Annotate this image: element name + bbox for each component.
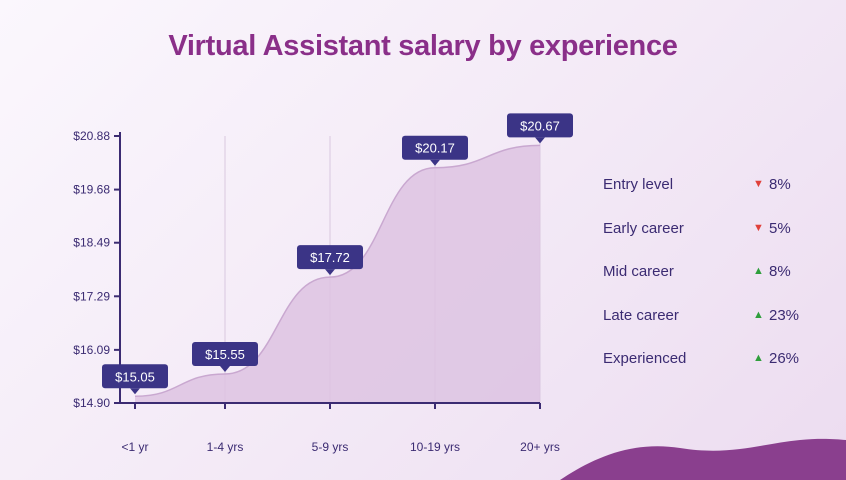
y-tick-label: $16.09 [73,343,110,357]
triangle-up-icon: ▲ [753,265,764,277]
legend-item-label: Late career [603,306,679,324]
data-label-value: $15.55 [205,347,245,362]
y-tick-label: $20.88 [73,129,110,143]
change-legend: Entry level ▼ 8% Early career ▼ 5% Mid career ▲… [603,176,823,394]
data-label-value: $20.17 [415,141,455,156]
salary-area [135,145,540,403]
y-tick-labels: $14.90 $16.09 $17.29 $18.49 $19.68 $20.88 [73,129,110,410]
triangle-up-icon: ▲ [753,352,764,364]
data-label-pointer [535,137,545,144]
data-label-bubble [297,245,363,270]
data-label-bubble [102,364,168,389]
legend-item-percent: 26% [769,350,800,367]
data-label-pointer [220,365,230,372]
legend-item-percent: 8% [769,176,791,193]
area-layer [134,144,541,403]
legend-item: Experienced ▲ 26% [603,350,823,394]
x-tick-label: 5-9 yrs [312,440,349,454]
data-label-bubble [507,113,573,138]
triangle-down-icon: ▼ [753,221,764,234]
data-label-pointer [325,269,335,276]
data-label-value: $15.05 [115,369,155,384]
chart-title: Virtual Assistant salary by experience [168,30,678,62]
data-labels: $15.05 $15.55 $17.72 $20.17 $20.67 [102,113,573,395]
y-tick-label: $19.68 [73,183,110,197]
data-label: $15.55 [192,341,258,372]
y-tick-label: $18.49 [73,236,110,250]
axes [114,132,541,409]
legend-item: Entry level ▼ 8% [603,176,823,220]
data-label: $20.17 [402,135,468,166]
data-label-pointer [430,159,440,166]
corner-wave-decoration [560,438,846,480]
triangle-down-icon: ▼ [753,178,764,190]
legend-item-percent: 5% [769,219,791,237]
data-label-value: $17.72 [310,250,350,265]
salary-line [134,144,541,398]
x-tick-labels: <1 yr 1-4 yrs 5-9 yrs 10-19 yrs 20+ yrs [121,440,559,454]
legend-item-label: Mid career [603,263,674,280]
data-label-value: $20.67 [520,118,560,133]
data-label: $20.67 [507,113,573,144]
legend-item-percent: 23% [769,306,800,324]
data-label-bubble [192,341,258,366]
legend-item: Early career ▼ 5% [603,220,823,264]
triangle-up-icon: ▲ [753,308,764,321]
legend-item-percent: 8% [769,263,791,280]
x-tick-label: 20+ yrs [520,440,560,454]
y-tick-label: $14.90 [73,396,110,410]
data-label-bubble [402,135,468,160]
data-label: $15.05 [102,364,168,395]
x-tick-label: <1 yr [121,440,148,454]
legend-item-label: Entry level [603,176,674,193]
legend-item: Mid career ▲ 8% [603,263,823,307]
legend-item-label: Early career [603,219,684,237]
legend-item: Late career ▲ 23% [603,307,823,351]
data-label-pointer [130,388,140,395]
data-label: $17.72 [297,245,363,276]
x-tick-label: 1-4 yrs [207,440,244,454]
y-tick-label: $17.29 [73,289,110,303]
x-tick-label: 10-19 yrs [410,440,460,454]
legend-item-label: Experienced [603,350,687,367]
